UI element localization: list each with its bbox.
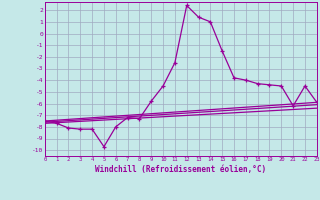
X-axis label: Windchill (Refroidissement éolien,°C): Windchill (Refroidissement éolien,°C) <box>95 165 266 174</box>
